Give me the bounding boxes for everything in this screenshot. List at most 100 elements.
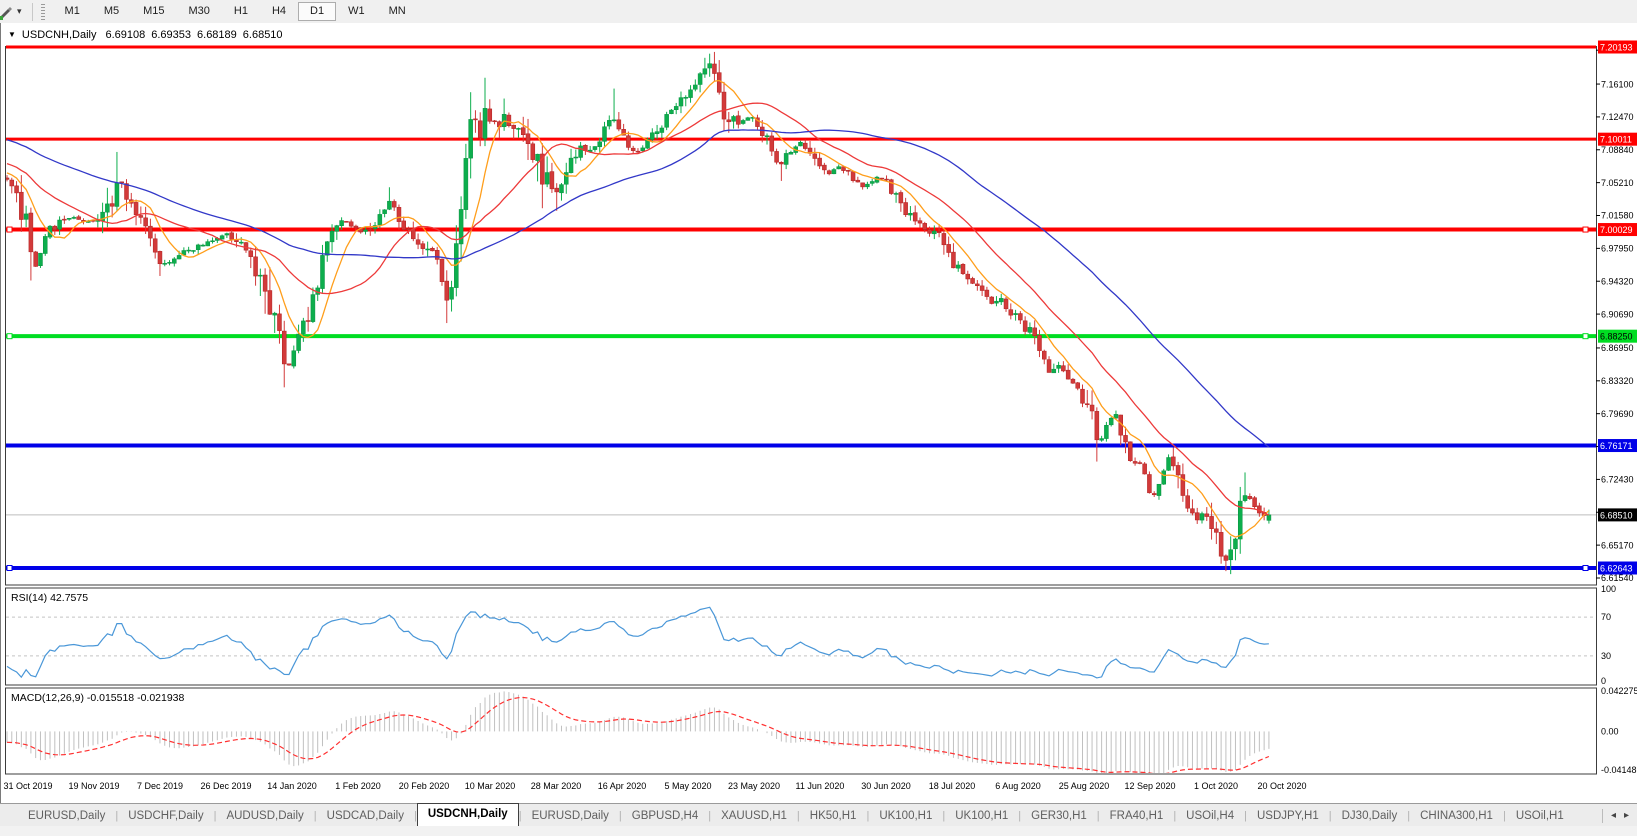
svg-text:6.90690: 6.90690 — [1601, 309, 1634, 319]
svg-text:12 Sep 2020: 12 Sep 2020 — [1124, 781, 1175, 791]
collapse-chart-icon[interactable]: ▼ — [8, 30, 16, 39]
hline-right-handle[interactable] — [1582, 333, 1589, 340]
macd-indicator-label: MACD(12,26,9) -0.015518 -0.021938 — [11, 692, 185, 704]
timeframe-button-m5[interactable]: M5 — [103, 5, 120, 17]
rsi-line — [6, 606, 1269, 679]
tab-separator: | — [213, 810, 217, 822]
tab-scroll-left-icon[interactable]: ◂ — [1610, 810, 1616, 821]
ohlc-open-value: 6.69108 — [105, 28, 146, 41]
main-panel — [5, 46, 1597, 586]
chart-tab-xauusd-h1[interactable]: XAUUSD,H1 — [721, 810, 787, 822]
chart-tab-eurusd-daily[interactable]: EURUSD,Daily — [531, 810, 609, 822]
toolbar-grip-handle[interactable] — [40, 3, 45, 20]
chart-tab-hk50-h1[interactable]: HK50,H1 — [809, 810, 857, 822]
hline-left-handle[interactable] — [6, 226, 13, 233]
hline-6.88250[interactable] — [6, 333, 1596, 340]
svg-text:6.97950: 6.97950 — [1601, 244, 1634, 254]
tab-separator: | — [708, 810, 712, 822]
tab-scroll-right-icon[interactable]: ▸ — [1623, 810, 1629, 821]
ohlc-high-value: 6.69353 — [151, 28, 192, 41]
svg-text:1 Oct 2020: 1 Oct 2020 — [1194, 781, 1238, 791]
chart-tab-bar: EURUSD,Daily | USDCHF,Daily | AUDUSD,Daily | U… — [0, 803, 1637, 827]
chart-tab-fra40-h1[interactable]: FRA40,H1 — [1109, 810, 1164, 822]
chevron-down-icon[interactable]: ▾ — [17, 6, 22, 16]
hline-right-handle[interactable] — [1582, 226, 1589, 233]
time-axis[interactable]: 31 Oct 2019 19 Nov 2019 7 Dec 2019 26 Dec 2… — [3, 781, 1306, 791]
timeframe-button-mn[interactable]: MN — [388, 5, 406, 17]
svg-text:0.042275: 0.042275 — [1601, 686, 1637, 696]
svg-text:6.86950: 6.86950 — [1601, 343, 1634, 353]
rsi-axis-labels: 100 70 30 0 — [1601, 584, 1616, 686]
hline-6.62643[interactable] — [6, 565, 1596, 572]
svg-text:6.68510: 6.68510 — [1600, 510, 1633, 520]
macd-plot-area[interactable] — [6, 688, 1596, 774]
hline-left-handle[interactable] — [6, 333, 13, 340]
macd-signal-line — [6, 696, 1270, 773]
chart-tab-usoil-h1[interactable]: USOil,H1 — [1515, 810, 1564, 822]
chart-canvas[interactable]: 7.198407.161007.124707.088407.052107.015… — [1, 40, 1637, 803]
svg-text:6.65170: 6.65170 — [1601, 540, 1634, 550]
macd-panel — [5, 687, 1597, 775]
svg-text:16 Apr 2020: 16 Apr 2020 — [598, 781, 647, 791]
svg-text:7.20193: 7.20193 — [1600, 43, 1633, 53]
rsi-indicator-label: RSI(14) 42.7575 — [11, 592, 88, 604]
chart-tab-ger30-h1[interactable]: GER30,H1 — [1031, 810, 1087, 822]
svg-text:1 Feb 2020: 1 Feb 2020 — [335, 781, 381, 791]
crosshair-tool-icon[interactable] — [0, 3, 15, 21]
tab-scroll-controls: ◂ ▸ — [1594, 804, 1637, 827]
price-axis[interactable]: 7.198407.161007.124707.088407.052107.015… — [1596, 45, 1634, 583]
timeframe-buttons: M1 M5 M15 M30 H1 H4 D1 W1 MN — [53, 2, 418, 21]
tab-separator: | — [618, 810, 622, 822]
chart-tab-usdchf-daily[interactable]: USDCHF,Daily — [128, 810, 204, 822]
tab-separator: | — [1407, 810, 1411, 822]
chart-tab-uk100-h1[interactable]: UK100,H1 — [879, 810, 933, 822]
svg-text:7.08840: 7.08840 — [1601, 145, 1634, 155]
tab-separator: | — [1018, 810, 1022, 822]
timeframe-button-m1[interactable]: M1 — [64, 5, 80, 17]
ohlc-close-value: 6.68510 — [242, 28, 283, 41]
tab-separator: | — [115, 810, 119, 822]
svg-text:6.62643: 6.62643 — [1600, 564, 1633, 574]
chart-tab-usdcad-daily[interactable]: USDCAD,Daily — [326, 810, 404, 822]
chart-tab-china300-h1[interactable]: CHINA300,H1 — [1420, 810, 1493, 822]
svg-text:23 May 2020: 23 May 2020 — [728, 781, 780, 791]
chart-tab-usoil-h4[interactable]: USOil,H4 — [1186, 810, 1235, 822]
timeframe-button-m15[interactable]: M15 — [143, 5, 165, 17]
slow-ma-line — [6, 129, 1270, 448]
svg-text:31 Oct 2019: 31 Oct 2019 — [3, 781, 52, 791]
chart-plot-area[interactable] — [6, 47, 1596, 586]
chart-tab-gbpusd-h4[interactable]: GBPUSD,H4 — [631, 810, 699, 822]
hline-right-handle[interactable] — [1582, 565, 1589, 572]
tab-separator: | — [942, 810, 946, 822]
svg-text:-0.04148: -0.04148 — [1601, 765, 1637, 775]
svg-text:0.00: 0.00 — [1601, 726, 1619, 736]
rsi-plot-area[interactable] — [6, 588, 1596, 685]
ohlc-low-value: 6.68189 — [197, 28, 237, 41]
svg-text:14 Jan 2020: 14 Jan 2020 — [267, 781, 317, 791]
svg-text:11 Jun 2020: 11 Jun 2020 — [796, 781, 845, 791]
chart-title-bar: ▼ USDCNH,Daily 6.69108 6.69353 6.68189 6… — [1, 24, 289, 45]
tab-separator: | — [1328, 810, 1332, 822]
timeframe-button-h1[interactable]: H1 — [233, 5, 248, 17]
timeframe-button-d1[interactable]: D1 — [298, 2, 337, 21]
svg-text:30 Jun 2020: 30 Jun 2020 — [861, 781, 911, 791]
timeframe-button-h4[interactable]: H4 — [271, 5, 287, 17]
toolbar-separator — [31, 2, 33, 21]
chart-tab-usdcnh-daily[interactable]: USDCNH,Daily — [416, 803, 519, 827]
fast-ma-line — [6, 79, 1270, 538]
chart-tab-uk100-h1[interactable]: UK100,H1 — [955, 810, 1009, 822]
hline-7.00029[interactable] — [6, 226, 1596, 233]
timeframe-button-w1[interactable]: W1 — [348, 5, 365, 17]
top-toolbar: ▾ M1 M5 M15 M30 H1 H4 D1 W1 MN — [0, 0, 1637, 24]
tab-separator: | — [1502, 810, 1506, 822]
chart-tab-eurusd-daily[interactable]: EURUSD,Daily — [28, 810, 106, 822]
svg-text:0: 0 — [1601, 676, 1606, 686]
chart-tab-dj30-daily[interactable]: DJ30,Daily — [1341, 810, 1398, 822]
hline-left-handle[interactable] — [6, 565, 13, 572]
svg-text:7 Dec 2019: 7 Dec 2019 — [137, 781, 183, 791]
svg-text:7.05210: 7.05210 — [1601, 178, 1634, 188]
chart-tab-audusd-daily[interactable]: AUDUSD,Daily — [226, 810, 304, 822]
timeframe-button-m30[interactable]: M30 — [188, 5, 210, 17]
chart-tab-usdjpy-h1[interactable]: USDJPY,H1 — [1256, 810, 1319, 822]
svg-text:18 Jul 2020: 18 Jul 2020 — [929, 781, 976, 791]
